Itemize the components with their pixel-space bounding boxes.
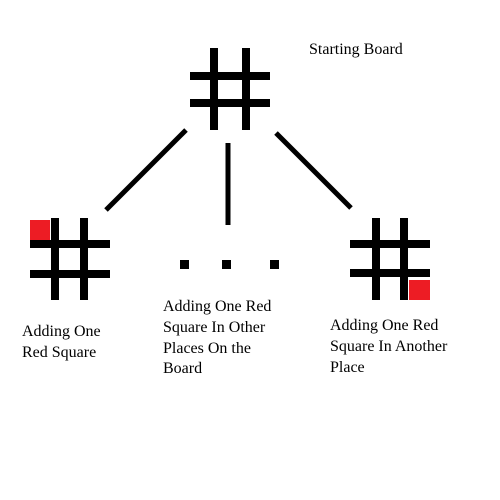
board-line xyxy=(372,218,380,300)
ellipsis-dot xyxy=(270,260,279,269)
left-board xyxy=(30,218,110,300)
board-line xyxy=(30,270,110,278)
middle-branch-label: Adding One Red Square In Other Places On… xyxy=(163,298,272,378)
right-board xyxy=(350,218,430,300)
starting-board-label: Starting Board xyxy=(309,41,403,58)
board-line xyxy=(190,99,270,107)
board-line xyxy=(210,48,218,130)
starting-board xyxy=(190,48,270,130)
connector-right xyxy=(274,131,353,210)
board-line xyxy=(51,218,59,300)
board-line xyxy=(350,269,430,277)
ellipsis xyxy=(180,260,279,269)
left-branch-label: Adding One Red Square xyxy=(22,323,101,361)
ellipsis-dot xyxy=(180,260,189,269)
board-line xyxy=(80,218,88,300)
board-line xyxy=(30,240,110,248)
board-line xyxy=(350,240,430,248)
right-branch-label: Adding One Red Square In Another Place xyxy=(330,317,448,376)
connector-left xyxy=(104,128,188,212)
red-square xyxy=(409,280,430,300)
red-square xyxy=(30,220,50,240)
ellipsis-dot xyxy=(222,260,231,269)
branch-connectors xyxy=(104,128,353,225)
board-line xyxy=(242,48,250,130)
board-line xyxy=(190,72,270,80)
board-line xyxy=(400,218,408,300)
